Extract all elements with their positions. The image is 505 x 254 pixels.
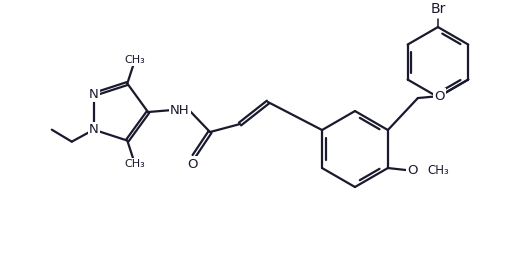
Text: Br: Br [430, 2, 445, 16]
Text: CH₃: CH₃ [125, 159, 145, 169]
Text: NH: NH [170, 104, 190, 117]
Text: O: O [435, 90, 445, 103]
Text: CH₃: CH₃ [428, 164, 449, 177]
Text: O: O [408, 164, 418, 177]
Text: O: O [187, 157, 197, 170]
Text: N: N [89, 88, 98, 101]
Text: N: N [89, 123, 98, 136]
Text: CH₃: CH₃ [125, 55, 145, 65]
